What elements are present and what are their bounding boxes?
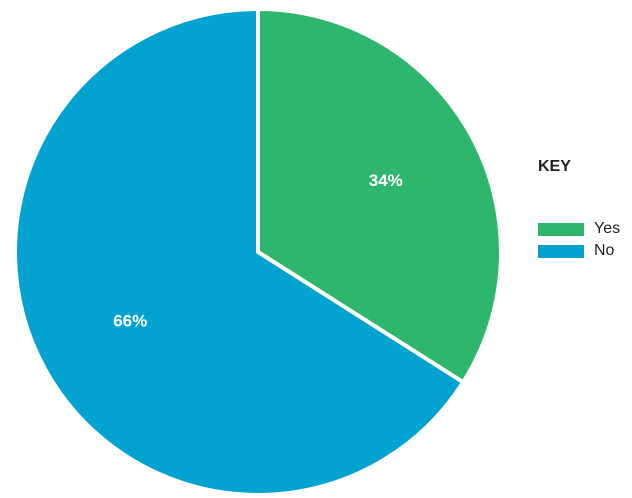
legend-swatch-yes xyxy=(538,222,584,236)
slice-label-yes: 34% xyxy=(369,171,403,190)
legend-title: KEY xyxy=(538,158,571,175)
slice-label-no: 66% xyxy=(113,312,147,331)
legend: KEY Yes No xyxy=(538,158,620,262)
legend-swatch-no xyxy=(538,244,584,258)
legend-item-yes: Yes xyxy=(538,218,620,240)
pie-slice-no xyxy=(13,7,466,497)
legend-item-no: No xyxy=(538,240,620,262)
pie-slices xyxy=(13,7,503,497)
legend-label-yes: Yes xyxy=(594,220,621,237)
pie-labels: 34% 66% xyxy=(113,171,403,330)
legend-label-no: No xyxy=(594,242,615,259)
